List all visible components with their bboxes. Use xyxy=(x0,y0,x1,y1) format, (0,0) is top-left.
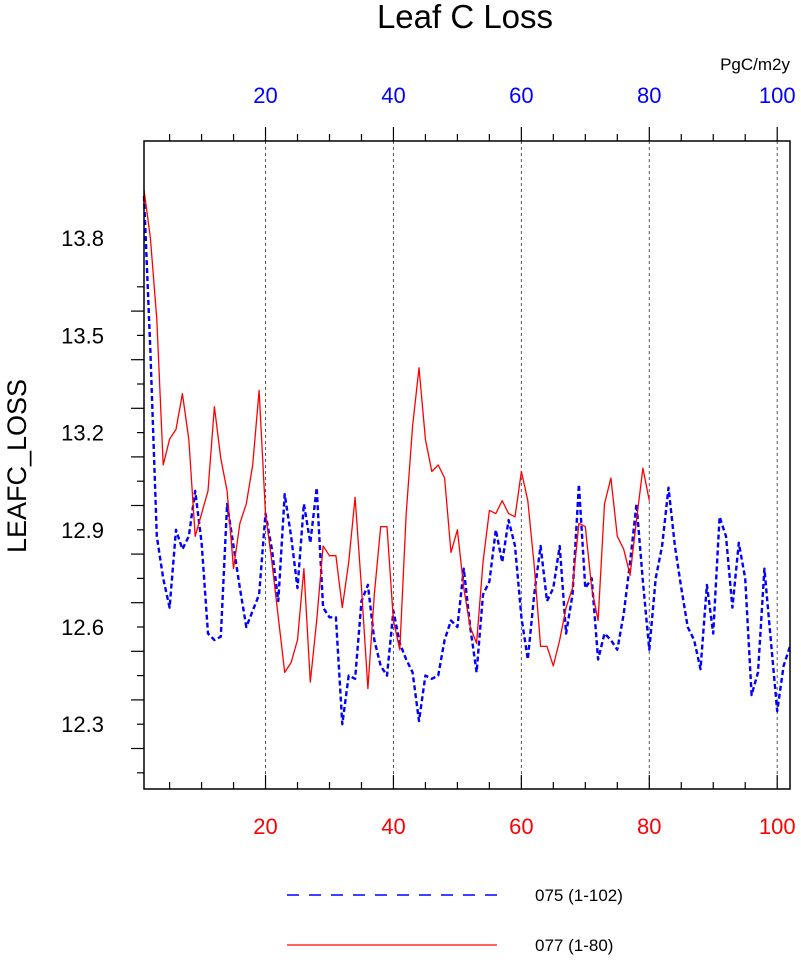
x-tick-label-top: 100 xyxy=(759,83,796,108)
legend: 075 (1-102) 077 (1-80) xyxy=(287,886,623,955)
series-line-2 xyxy=(143,189,650,690)
tick-labels: 12.3 12.6 12.9 13.2 13.5 13.8 20 40 60 80 100 20 40 6… xyxy=(61,83,795,839)
grid-lines xyxy=(265,141,778,789)
y-tick-label: 12.9 xyxy=(61,518,104,543)
x-tick-label-top: 20 xyxy=(253,83,277,108)
y-axis-label: LEAFC_LOSS xyxy=(2,379,32,553)
x-tick-label-top: 80 xyxy=(637,83,661,108)
y-tick-label: 12.3 xyxy=(61,712,104,737)
legend-label-2: 077 (1-80) xyxy=(535,936,613,955)
x-tick-label-top: 40 xyxy=(381,83,405,108)
plot-frame xyxy=(143,140,791,790)
y-tick-label: 13.5 xyxy=(61,323,104,348)
y-tick-label: 13.2 xyxy=(61,421,104,446)
axes xyxy=(131,127,791,790)
units-label: PgC/m2y xyxy=(720,55,790,74)
x-tick-label-bottom: 100 xyxy=(759,814,796,839)
y-tick-label: 12.6 xyxy=(61,615,104,640)
x-tick-label-bottom: 60 xyxy=(509,814,533,839)
series-line-1 xyxy=(142,196,792,726)
chart-title: Leaf C Loss xyxy=(377,0,553,35)
x-tick-label-bottom: 80 xyxy=(637,814,661,839)
x-tick-label-top: 60 xyxy=(509,83,533,108)
plot-lines xyxy=(142,189,792,726)
y-tick-label: 13.8 xyxy=(61,226,104,251)
x-tick-label-bottom: 20 xyxy=(253,814,277,839)
legend-label-1: 075 (1-102) xyxy=(535,886,623,905)
x-tick-label-bottom: 40 xyxy=(381,814,405,839)
